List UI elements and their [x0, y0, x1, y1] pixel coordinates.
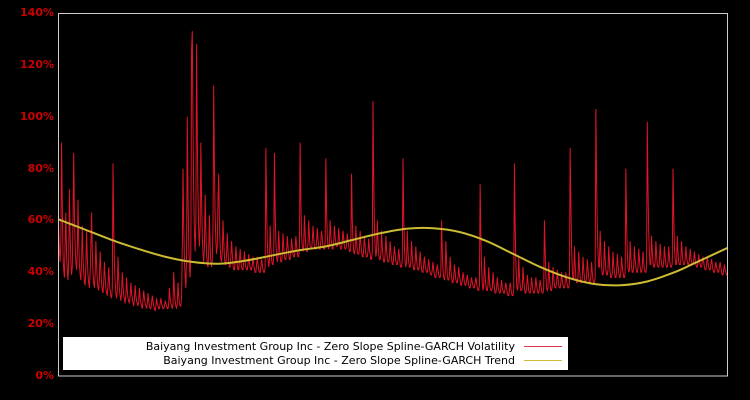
y-axis-tick-label: 20%: [27, 317, 54, 331]
y-axis-tick-label: 0%: [35, 369, 54, 382]
legend-entry-volatility[interactable]: Baiyang Investment Group Inc - Zero Slop…: [63, 339, 568, 354]
legend-entry-trend[interactable]: Baiyang Investment Group Inc - Zero Slop…: [63, 353, 568, 368]
series-line-volatility: [58, 31, 728, 312]
series-line-trend: [58, 218, 728, 287]
chart-legend[interactable]: Baiyang Investment Group Inc - Zero Slop…: [63, 337, 568, 370]
y-axis-tick-label: 60%: [27, 213, 54, 227]
legend-label-trend: Baiyang Investment Group Inc - Zero Slop…: [163, 354, 515, 367]
y-axis-tick-label: 120%: [20, 57, 54, 71]
y-axis-tick-labels: 0% 20% 40% 60% 80% 100% 120% 140%: [0, 0, 54, 400]
legend-line-volatility: [524, 346, 562, 347]
legend-label-volatility: Baiyang Investment Group Inc - Zero Slop…: [145, 340, 515, 353]
y-axis-tick-label: 140%: [20, 6, 54, 19]
plot-border: [58, 13, 728, 377]
y-axis-tick-label: 80%: [27, 161, 54, 175]
legend-line-trend: [524, 360, 562, 361]
y-axis-tick-label: 40%: [27, 265, 54, 279]
y-axis-tick-label: 100%: [20, 109, 54, 123]
plot-area: [58, 31, 728, 312]
